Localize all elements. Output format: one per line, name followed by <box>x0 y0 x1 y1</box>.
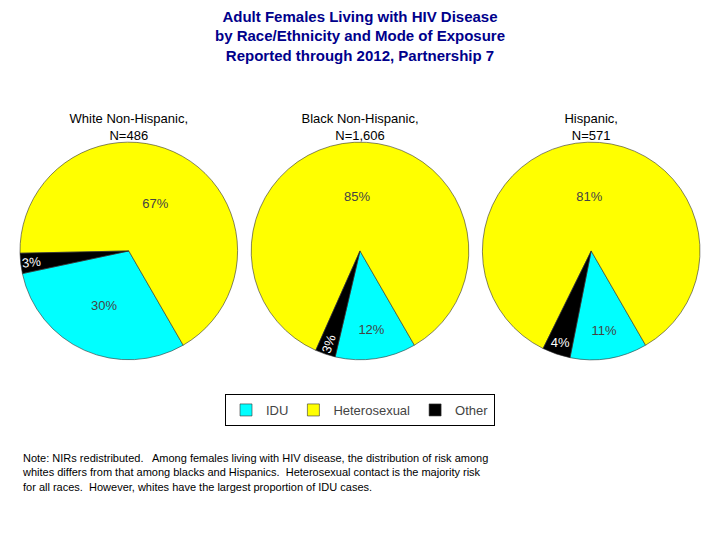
svg-text:3%: 3% <box>21 254 42 271</box>
svg-text:4%: 4% <box>551 335 570 350</box>
svg-text:IDU: IDU <box>266 403 288 418</box>
svg-text:Heterosexual: Heterosexual <box>333 403 410 418</box>
svg-text:67%: 67% <box>142 196 168 211</box>
svg-text:3%: 3% <box>319 332 339 355</box>
svg-text:11%: 11% <box>592 323 617 338</box>
svg-text:Black Non-Hispanic,N=1,606: Black Non-Hispanic,N=1,606 <box>301 111 418 143</box>
svg-text:30%: 30% <box>91 298 117 313</box>
svg-text:81%: 81% <box>576 189 602 204</box>
svg-text:White Non-Hispanic,N=486: White Non-Hispanic,N=486 <box>70 111 189 143</box>
svg-text:Note: NIRs redistributed. Am: Note: NIRs redistributed. Among females … <box>22 452 488 493</box>
svg-text:12%: 12% <box>358 322 384 337</box>
svg-text:Adult Females Living with HIV: Adult Females Living with HIV Diseaseby … <box>215 8 505 64</box>
svg-text:85%: 85% <box>344 189 370 204</box>
svg-text:Other: Other <box>455 403 488 418</box>
svg-text:Hispanic,N=571: Hispanic,N=571 <box>564 111 617 143</box>
